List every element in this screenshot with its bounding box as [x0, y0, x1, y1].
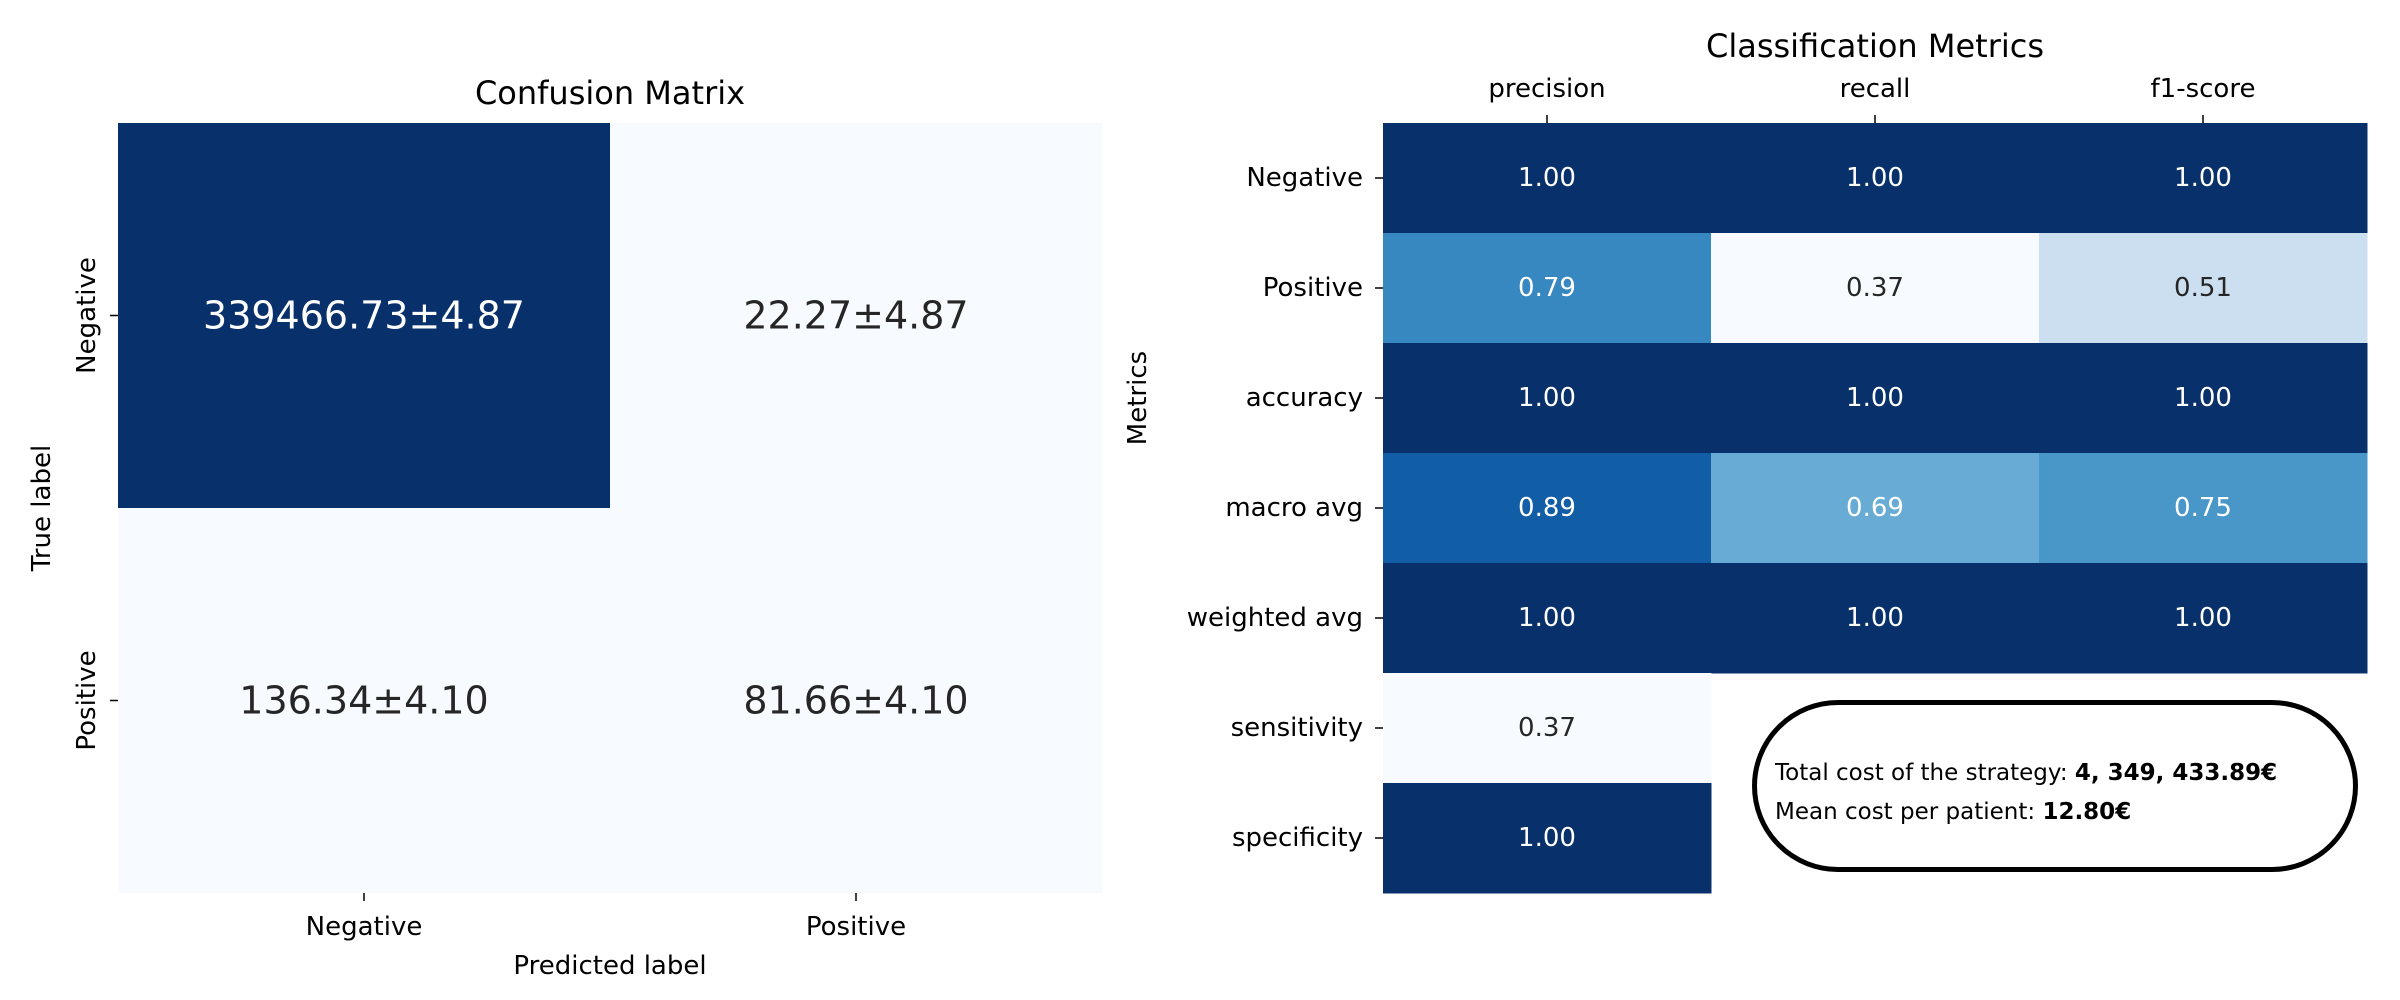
total-cost-line: Total cost of the strategy: 4, 349, 433.… — [1775, 760, 2277, 786]
y-axis-label: True label — [27, 445, 57, 572]
metric-cell — [2039, 563, 2368, 674]
cost-summary-box — [1752, 700, 2358, 872]
metric-cell-label: 0.37 — [1518, 713, 1576, 743]
classification-metrics-chart: 1.00 1.00 1.00 0.79 0.37 0.51 1.00 1.00 1.00 0.89… — [1123, 27, 2368, 894]
confusion-cell — [118, 123, 610, 508]
metric-cell — [1383, 453, 1712, 564]
mean-cost-value: 12.80€ — [2042, 799, 2132, 825]
metric-cell — [1711, 233, 2040, 344]
metric-y-tick-label: Positive — [1263, 273, 1363, 303]
metric-cell — [1711, 563, 2040, 674]
metric-cell-label: 1.00 — [1518, 163, 1576, 193]
confusion-cell — [610, 508, 1102, 893]
confusion-cell — [610, 123, 1102, 508]
confusion-cell-label: 22.27±4.87 — [743, 294, 968, 338]
total-cost-label: Total cost of the strategy: — [1775, 760, 2075, 786]
mean-cost-line: Mean cost per patient: 12.80€ — [1775, 799, 2131, 825]
y-tick-label: Negative — [72, 257, 102, 374]
total-cost-value: 4, 349, 433.89€ — [2074, 760, 2278, 786]
x-axis-label: Predicted label — [513, 951, 706, 981]
metric-y-tick-label: specificity — [1232, 823, 1363, 853]
metric-cell-label: 1.00 — [1846, 163, 1904, 193]
metric-cell — [2039, 123, 2368, 234]
metric-cell — [1711, 123, 2040, 234]
metric-y-tick-label: sensitivity — [1231, 713, 1363, 743]
metric-cell-label: 1.00 — [2174, 603, 2232, 633]
confusion-matrix-title: Confusion Matrix — [475, 74, 745, 112]
metric-y-tick-label: Negative — [1246, 163, 1363, 193]
metric-cell-label: 0.69 — [1846, 493, 1904, 523]
confusion-matrix-chart: 339466.73±4.87 22.27±4.87 136.34±4.10 81.66… — [27, 74, 1102, 981]
metric-y-tick-label: accuracy — [1246, 383, 1363, 413]
metric-cell-label: 1.00 — [1518, 383, 1576, 413]
confusion-cell — [118, 508, 610, 893]
metric-cell — [1711, 343, 2040, 454]
metric-x-tick-label: recall — [1840, 74, 1911, 104]
metric-cell — [1711, 453, 2040, 564]
metric-x-tick-label: precision — [1488, 74, 1605, 104]
metric-cell-label: 1.00 — [1846, 383, 1904, 413]
y-tick-label: Positive — [72, 650, 102, 750]
metric-cell — [1383, 563, 1712, 674]
confusion-cell-label: 339466.73±4.87 — [203, 294, 525, 338]
metric-cell-label: 1.00 — [1518, 823, 1576, 853]
metric-y-tick-label: macro avg — [1225, 493, 1363, 523]
confusion-cell-label: 81.66±4.10 — [743, 679, 968, 723]
metric-cell-label: 1.00 — [1846, 603, 1904, 633]
metric-cell-label: 1.00 — [2174, 383, 2232, 413]
x-tick-label: Positive — [806, 912, 906, 942]
metric-cell-label: 0.51 — [2174, 273, 2232, 303]
metric-cell-label: 0.79 — [1518, 273, 1576, 303]
metric-cell-label: 0.75 — [2174, 493, 2232, 523]
classification-metrics-title: Classification Metrics — [1706, 27, 2044, 65]
metric-cell — [1383, 123, 1712, 234]
metrics-y-axis-label: Metrics — [1123, 351, 1153, 445]
x-tick-label: Negative — [306, 912, 423, 942]
metric-x-tick-label: f1-score — [2151, 74, 2256, 104]
confusion-cell-label: 136.34±4.10 — [239, 679, 488, 723]
metric-cell — [1383, 233, 1712, 344]
metric-cell — [1383, 783, 1712, 894]
metric-cell-label: 1.00 — [1518, 603, 1576, 633]
metric-cell — [2039, 343, 2368, 454]
metric-cell — [2039, 233, 2368, 344]
metric-cell-label: 1.00 — [2174, 163, 2232, 193]
metric-cell-label: 0.37 — [1846, 273, 1904, 303]
metric-cell — [2039, 453, 2368, 564]
metric-cell — [1383, 343, 1712, 454]
metric-cell — [1383, 673, 1712, 784]
mean-cost-label: Mean cost per patient: — [1775, 799, 2043, 825]
metric-y-tick-label: weighted avg — [1187, 603, 1363, 633]
metric-cell-label: 0.89 — [1518, 493, 1576, 523]
